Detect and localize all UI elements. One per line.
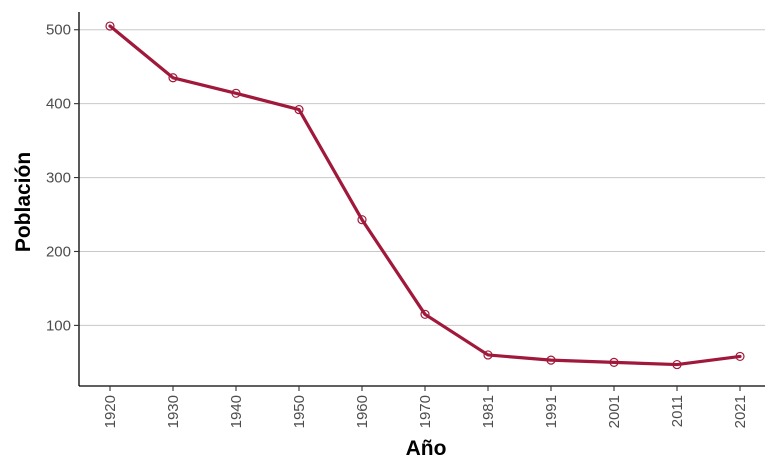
x-tick-label-1940: 1940: [228, 395, 245, 428]
y-axis-title: Población: [12, 152, 35, 252]
y-tick-label-400: 400: [46, 96, 71, 113]
y-tick-label-500: 500: [46, 22, 71, 39]
x-tick-label-2021: 2021: [732, 395, 749, 428]
horizontal-gridlines: [79, 29, 765, 326]
data-point-2011: [672, 359, 682, 370]
data-point-1930: [168, 73, 178, 83]
y-tick-label-100: 100: [46, 317, 71, 334]
data-point-1920: [105, 21, 115, 31]
x-tick-label-2001: 2001: [606, 395, 623, 428]
series-layer: [105, 21, 745, 370]
x-tick-label-1960: 1960: [354, 395, 371, 428]
y-axis-ticks: 100 200 300 400 500: [46, 22, 79, 334]
data-point-2021: [735, 351, 745, 362]
x-tick-label-1920: 1920: [102, 395, 119, 428]
x-axis-title: Año: [406, 437, 447, 459]
axes: [78, 12, 765, 387]
series-line-0: [108, 24, 742, 367]
data-point-1960: [357, 215, 367, 225]
x-tick-label-1970: 1970: [417, 395, 434, 428]
x-tick-label-1950: 1950: [291, 395, 308, 428]
x-axis-ticks: 1920 1930 1940 1950 1960 1970 1981 1991 2001 2011…: [102, 386, 749, 428]
data-point-1940: [231, 88, 241, 98]
data-point-2001: [609, 357, 619, 367]
data-point-1991: [546, 355, 556, 365]
x-tick-label-1991: 1991: [543, 395, 560, 428]
x-tick-label-2011: 2011: [669, 395, 686, 427]
x-tick-label-1930: 1930: [165, 395, 182, 428]
y-tick-label-200: 200: [46, 243, 71, 260]
data-point-1950: [294, 104, 304, 115]
data-point-1970: [420, 309, 430, 319]
x-tick-label-1981: 1981: [480, 395, 497, 428]
y-tick-label-300: 300: [46, 170, 71, 187]
data-point-1981: [483, 350, 493, 360]
